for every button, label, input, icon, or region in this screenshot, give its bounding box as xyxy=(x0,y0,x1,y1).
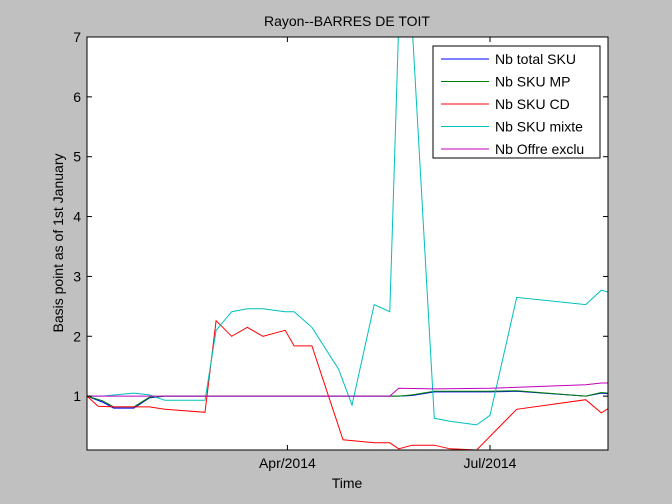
x-axis-label: Time xyxy=(332,475,363,491)
y-tick-label: 4 xyxy=(73,209,81,225)
legend-label-3: Nb SKU mixte xyxy=(495,119,583,135)
series-line-3 xyxy=(87,37,608,426)
legend: Nb total SKU Nb SKU MP Nb SKU CD Nb SKU mix… xyxy=(432,45,601,159)
y-axis-label: Basis point as of 1st January xyxy=(50,154,66,333)
x-tick-label: Jul/2014 xyxy=(464,455,517,471)
legend-label-2: Nb SKU CD xyxy=(495,96,570,112)
legend-label-1: Nb SKU MP xyxy=(495,74,570,90)
y-axis: 1 2 3 4 5 6 7 xyxy=(73,29,608,404)
y-tick-label: 5 xyxy=(73,149,81,165)
plot-frame xyxy=(86,36,609,451)
chart-title: Rayon--BARRES DE TOIT xyxy=(264,13,430,29)
series-layer xyxy=(87,37,608,450)
y-tick-label: 1 xyxy=(73,388,81,404)
y-tick-label: 6 xyxy=(73,89,81,105)
x-tick-label: Apr/2014 xyxy=(259,455,316,471)
series-line-2 xyxy=(87,319,608,450)
x-axis: Apr/2014 Jul/2014 xyxy=(259,37,517,471)
legend-label-4: Nb Offre exclu xyxy=(495,141,584,157)
legend-box xyxy=(432,45,601,159)
y-tick-label: 2 xyxy=(73,328,81,344)
y-tick-label: 3 xyxy=(73,268,81,284)
series-line-4 xyxy=(87,382,608,397)
y-tick-label: 7 xyxy=(73,29,81,45)
legend-label-0: Nb total SKU xyxy=(495,51,576,67)
